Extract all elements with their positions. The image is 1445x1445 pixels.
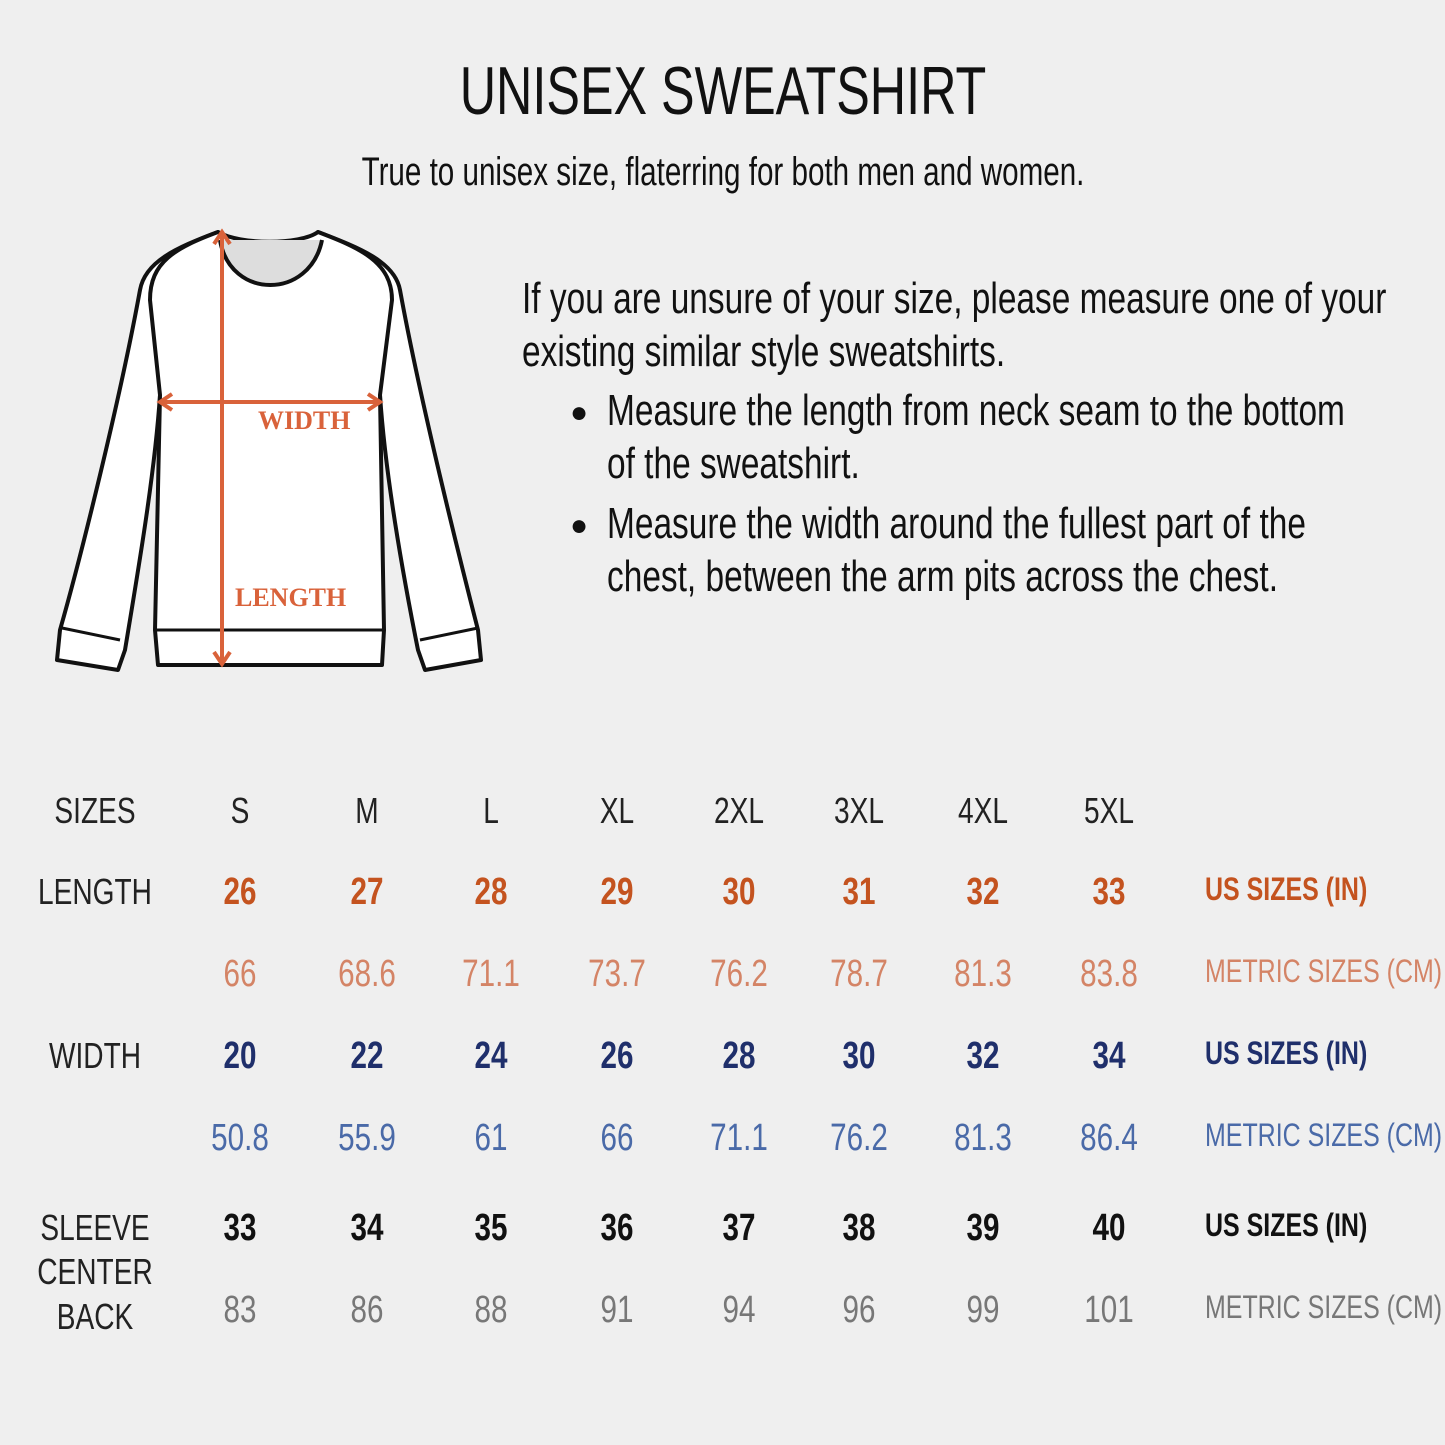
size-header-m: M: [355, 790, 379, 831]
length-metric-unit-label: METRIC SIZES (CM): [1205, 953, 1443, 989]
size-header-s: S: [230, 790, 250, 831]
right-sleeve: [316, 230, 483, 672]
size-header-xl: XL: [599, 790, 635, 831]
length-us-unit-label: US SIZES (IN): [1205, 871, 1368, 907]
sleeve-metric-unit-label: METRIC SIZES (CM): [1205, 1289, 1443, 1325]
sweatshirt-diagram: [55, 228, 483, 672]
sleeve-metric-cell: 91: [600, 1289, 634, 1331]
sleeve-us-cell: 38: [842, 1207, 876, 1249]
length-us-cell: 32: [966, 871, 1000, 913]
length-us-cell: 26: [223, 871, 257, 913]
instruction-intro-line: existing similar style sweatshirts.: [522, 327, 1006, 376]
sleeve-us-cell: 40: [1092, 1207, 1126, 1249]
length-metric-cell: 78.7: [830, 953, 888, 995]
length-row-label: LENGTH: [38, 871, 152, 912]
sleeve-metric-cell: 101: [1084, 1289, 1134, 1331]
length-label: LENGTH: [235, 583, 347, 612]
width-us-cell: 24: [474, 1035, 508, 1077]
bullet-text: of the sweatshirt.: [607, 439, 860, 488]
sleeve-us-cell: 35: [474, 1207, 508, 1249]
sleeve-us-cell: 34: [350, 1207, 384, 1249]
size-header-2xl: 2XL: [714, 790, 764, 831]
width-us-cell: 32: [966, 1035, 1000, 1077]
bullet-text: Measure the length from neck seam to the…: [607, 386, 1345, 435]
width-metric-cell: 71.1: [710, 1117, 768, 1159]
length-metric-cell: 76.2: [710, 953, 768, 995]
sleeve-us-cell: 39: [966, 1207, 1000, 1249]
width-metric-cell: 61: [474, 1117, 508, 1159]
width-metric-cell: 55.9: [338, 1117, 396, 1159]
length-metric-cell: 81.3: [954, 953, 1012, 995]
length-metric-cell: 73.7: [588, 953, 646, 995]
length-metric-cell: 68.6: [338, 953, 396, 995]
length-us-cell: 28: [474, 871, 508, 913]
sleeve-row-label: SLEEVE: [40, 1207, 150, 1248]
sleeve-metric-cell: 86: [350, 1289, 384, 1331]
length-metric-cell: 66: [223, 953, 257, 995]
size-header-3xl: 3XL: [834, 790, 884, 831]
sizes-header: SIZES: [54, 790, 136, 831]
width-us-cell: 28: [722, 1035, 756, 1077]
sleeve-row-label: BACK: [56, 1296, 134, 1337]
collar: [218, 239, 324, 287]
bullet-icon: ●: [570, 396, 589, 429]
length-us-cell: 33: [1092, 871, 1126, 913]
width-us-cell: 30: [842, 1035, 876, 1077]
length-us-cell: 31: [842, 871, 876, 913]
width-us-cell: 34: [1092, 1035, 1126, 1077]
sleeve-us-cell: 36: [600, 1207, 634, 1249]
sleeve-metric-cell: 88: [474, 1289, 508, 1331]
sleeve-metric-cell: 96: [842, 1289, 876, 1331]
width-us-unit-label: US SIZES (IN): [1205, 1035, 1368, 1071]
sleeve-metric-cell: 99: [966, 1289, 1000, 1331]
width-us-cell: 26: [600, 1035, 634, 1077]
bullet-text: chest, between the arm pits across the c…: [607, 552, 1278, 601]
size-header-4xl: 4XL: [958, 790, 1008, 831]
sleeve-us-cell: 37: [722, 1207, 756, 1249]
sleeve-row-label: CENTER: [37, 1251, 153, 1292]
width-metric-cell: 86.4: [1080, 1117, 1138, 1159]
length-metric-cell: 71.1: [462, 953, 520, 995]
bullet-text: Measure the width around the fullest par…: [607, 499, 1306, 548]
sleeve-metric-cell: 83: [223, 1289, 257, 1331]
width-metric-cell: 66: [600, 1117, 634, 1159]
page-title: UNISEX SWEATSHIRT: [459, 53, 986, 129]
length-metric-cell: 83.8: [1080, 953, 1138, 995]
subtitle: True to unisex size, flaterring for both…: [361, 150, 1084, 194]
length-us-cell: 29: [600, 871, 634, 913]
sleeve-metric-cell: 94: [722, 1289, 756, 1331]
width-metric-cell: 50.8: [211, 1117, 269, 1159]
width-metric-unit-label: METRIC SIZES (CM): [1205, 1117, 1443, 1153]
length-us-cell: 30: [722, 871, 756, 913]
bullet-icon: ●: [570, 509, 589, 542]
length-us-cell: 27: [350, 871, 384, 913]
sleeve-us-cell: 33: [223, 1207, 257, 1249]
width-us-cell: 22: [350, 1035, 384, 1077]
size-header-l: L: [483, 790, 499, 831]
width-label: WIDTH: [258, 406, 351, 435]
sleeve-us-unit-label: US SIZES (IN): [1205, 1207, 1368, 1243]
instruction-intro-line: If you are unsure of your size, please m…: [522, 274, 1387, 323]
width-metric-cell: 76.2: [830, 1117, 888, 1159]
size-header-5xl: 5XL: [1084, 790, 1134, 831]
width-metric-cell: 81.3: [954, 1117, 1012, 1159]
width-row-label: WIDTH: [48, 1035, 142, 1076]
width-us-cell: 20: [223, 1035, 257, 1077]
